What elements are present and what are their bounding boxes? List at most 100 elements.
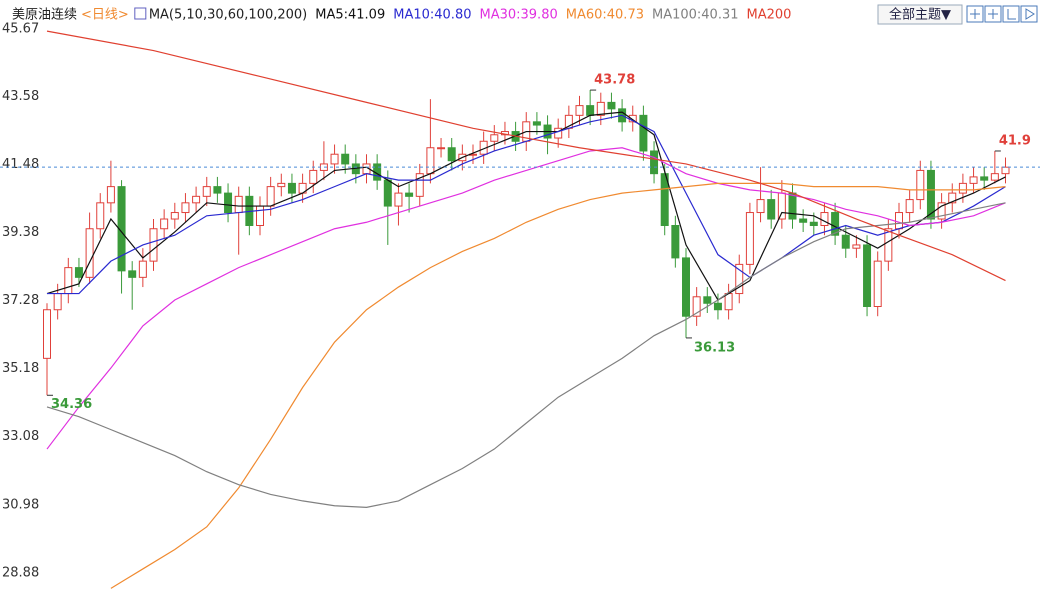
candle-body	[958, 182, 967, 194]
candle-body	[990, 173, 999, 181]
candle-body	[639, 114, 648, 152]
candle-body	[841, 234, 850, 249]
candle-body	[575, 105, 584, 116]
chart-title: 美原油连续	[12, 7, 77, 23]
candle-body	[692, 296, 701, 317]
candle-body	[53, 293, 62, 311]
tool-glyphs	[970, 8, 1035, 20]
extreme-label: 34.36	[51, 397, 92, 412]
candle-body	[969, 176, 978, 184]
candle-body	[884, 228, 893, 262]
theme-button[interactable]	[877, 4, 963, 25]
legend-entry: MA200	[747, 8, 792, 23]
candle-body	[490, 134, 499, 142]
candle-body	[863, 244, 872, 308]
candle-body	[330, 153, 339, 165]
period-label[interactable]: <日线>	[81, 8, 129, 23]
ma-line	[47, 114, 1006, 295]
candle-body	[170, 212, 179, 220]
candle-body	[64, 267, 73, 295]
toolbar-icons	[966, 5, 1038, 23]
y-tick-label: 35.18	[2, 361, 39, 376]
candle-body	[724, 293, 733, 311]
candle-body	[735, 263, 744, 295]
y-tick-label: 45.67	[2, 21, 39, 36]
y-tick-label: 28.88	[2, 565, 39, 580]
candle-body	[713, 302, 722, 311]
extreme-label: 41.9	[999, 133, 1031, 148]
candle-body	[224, 192, 233, 214]
candle-body	[106, 186, 115, 204]
candle-body	[277, 182, 286, 188]
candle-body	[383, 179, 392, 207]
candle-body	[234, 195, 243, 214]
candle-body	[287, 182, 296, 194]
candle-body	[905, 199, 914, 214]
candle-body	[128, 270, 137, 278]
tool-icon[interactable]	[984, 5, 1002, 23]
theme-button-label[interactable]: 全部主题▼	[889, 7, 951, 23]
ma-line	[46, 202, 1006, 508]
ma-line	[110, 182, 1006, 589]
legend-entry: MA5:41.09	[315, 8, 385, 23]
candle-body	[895, 212, 903, 230]
candle-body	[809, 221, 818, 227]
candle-body	[149, 228, 158, 262]
candle-body	[202, 186, 211, 197]
candle-body	[980, 176, 989, 181]
candle-body	[1001, 166, 1010, 175]
candle-body	[586, 105, 595, 116]
candle-body	[671, 225, 680, 259]
ma-icon[interactable]	[134, 7, 147, 20]
y-tick-label: 30.98	[2, 497, 39, 512]
y-tick-label: 43.58	[2, 89, 39, 104]
candle-body	[799, 218, 808, 223]
candle-body	[309, 169, 318, 184]
candle-body	[266, 186, 275, 207]
candle-body	[852, 244, 861, 249]
y-tick-label: 33.08	[2, 429, 39, 444]
candle-body	[426, 147, 435, 175]
candle-body	[96, 202, 105, 230]
candle-body	[703, 296, 712, 304]
candle-body	[74, 267, 83, 278]
candle-body	[767, 199, 776, 220]
candle-body	[756, 199, 765, 214]
tool-icon[interactable]	[1002, 5, 1020, 23]
candle-body	[937, 202, 946, 220]
candle-body	[596, 101, 605, 116]
ma-line	[46, 30, 1006, 282]
legend-entry: MA10:40.80	[393, 8, 471, 23]
candle-body	[682, 257, 690, 317]
extreme-label: 43.78	[594, 73, 635, 88]
candle-body	[831, 212, 840, 236]
candle-body	[926, 169, 935, 220]
legend-entry: MA100:40.31	[652, 8, 739, 23]
candle-body	[43, 309, 51, 359]
legend-entry: MA60:40.73	[566, 8, 644, 23]
y-tick-label: 37.28	[2, 293, 39, 308]
candle-body	[160, 218, 169, 230]
extreme-label: 36.13	[694, 340, 735, 355]
ma-line	[46, 147, 1006, 450]
candle-body	[948, 192, 957, 204]
candle-body	[181, 202, 190, 214]
candle-body	[394, 192, 403, 207]
candle-body	[213, 186, 222, 194]
candle-body	[256, 205, 264, 227]
candle-body	[788, 192, 797, 220]
ma-params[interactable]: MA(5,10,30,60,100,200)	[149, 8, 307, 23]
candle-body	[415, 173, 424, 197]
tool-icon[interactable]	[1020, 5, 1038, 23]
candle-body	[405, 192, 414, 197]
candle-body	[820, 212, 829, 227]
candle-body	[138, 260, 147, 278]
y-tick-label: 39.38	[2, 225, 39, 240]
candle-body	[532, 121, 541, 126]
y-tick-label: 41.48	[2, 157, 39, 172]
tool-icon[interactable]	[966, 5, 984, 23]
candle-body	[660, 173, 669, 227]
candle-body	[777, 192, 786, 220]
candle-body	[873, 260, 882, 308]
